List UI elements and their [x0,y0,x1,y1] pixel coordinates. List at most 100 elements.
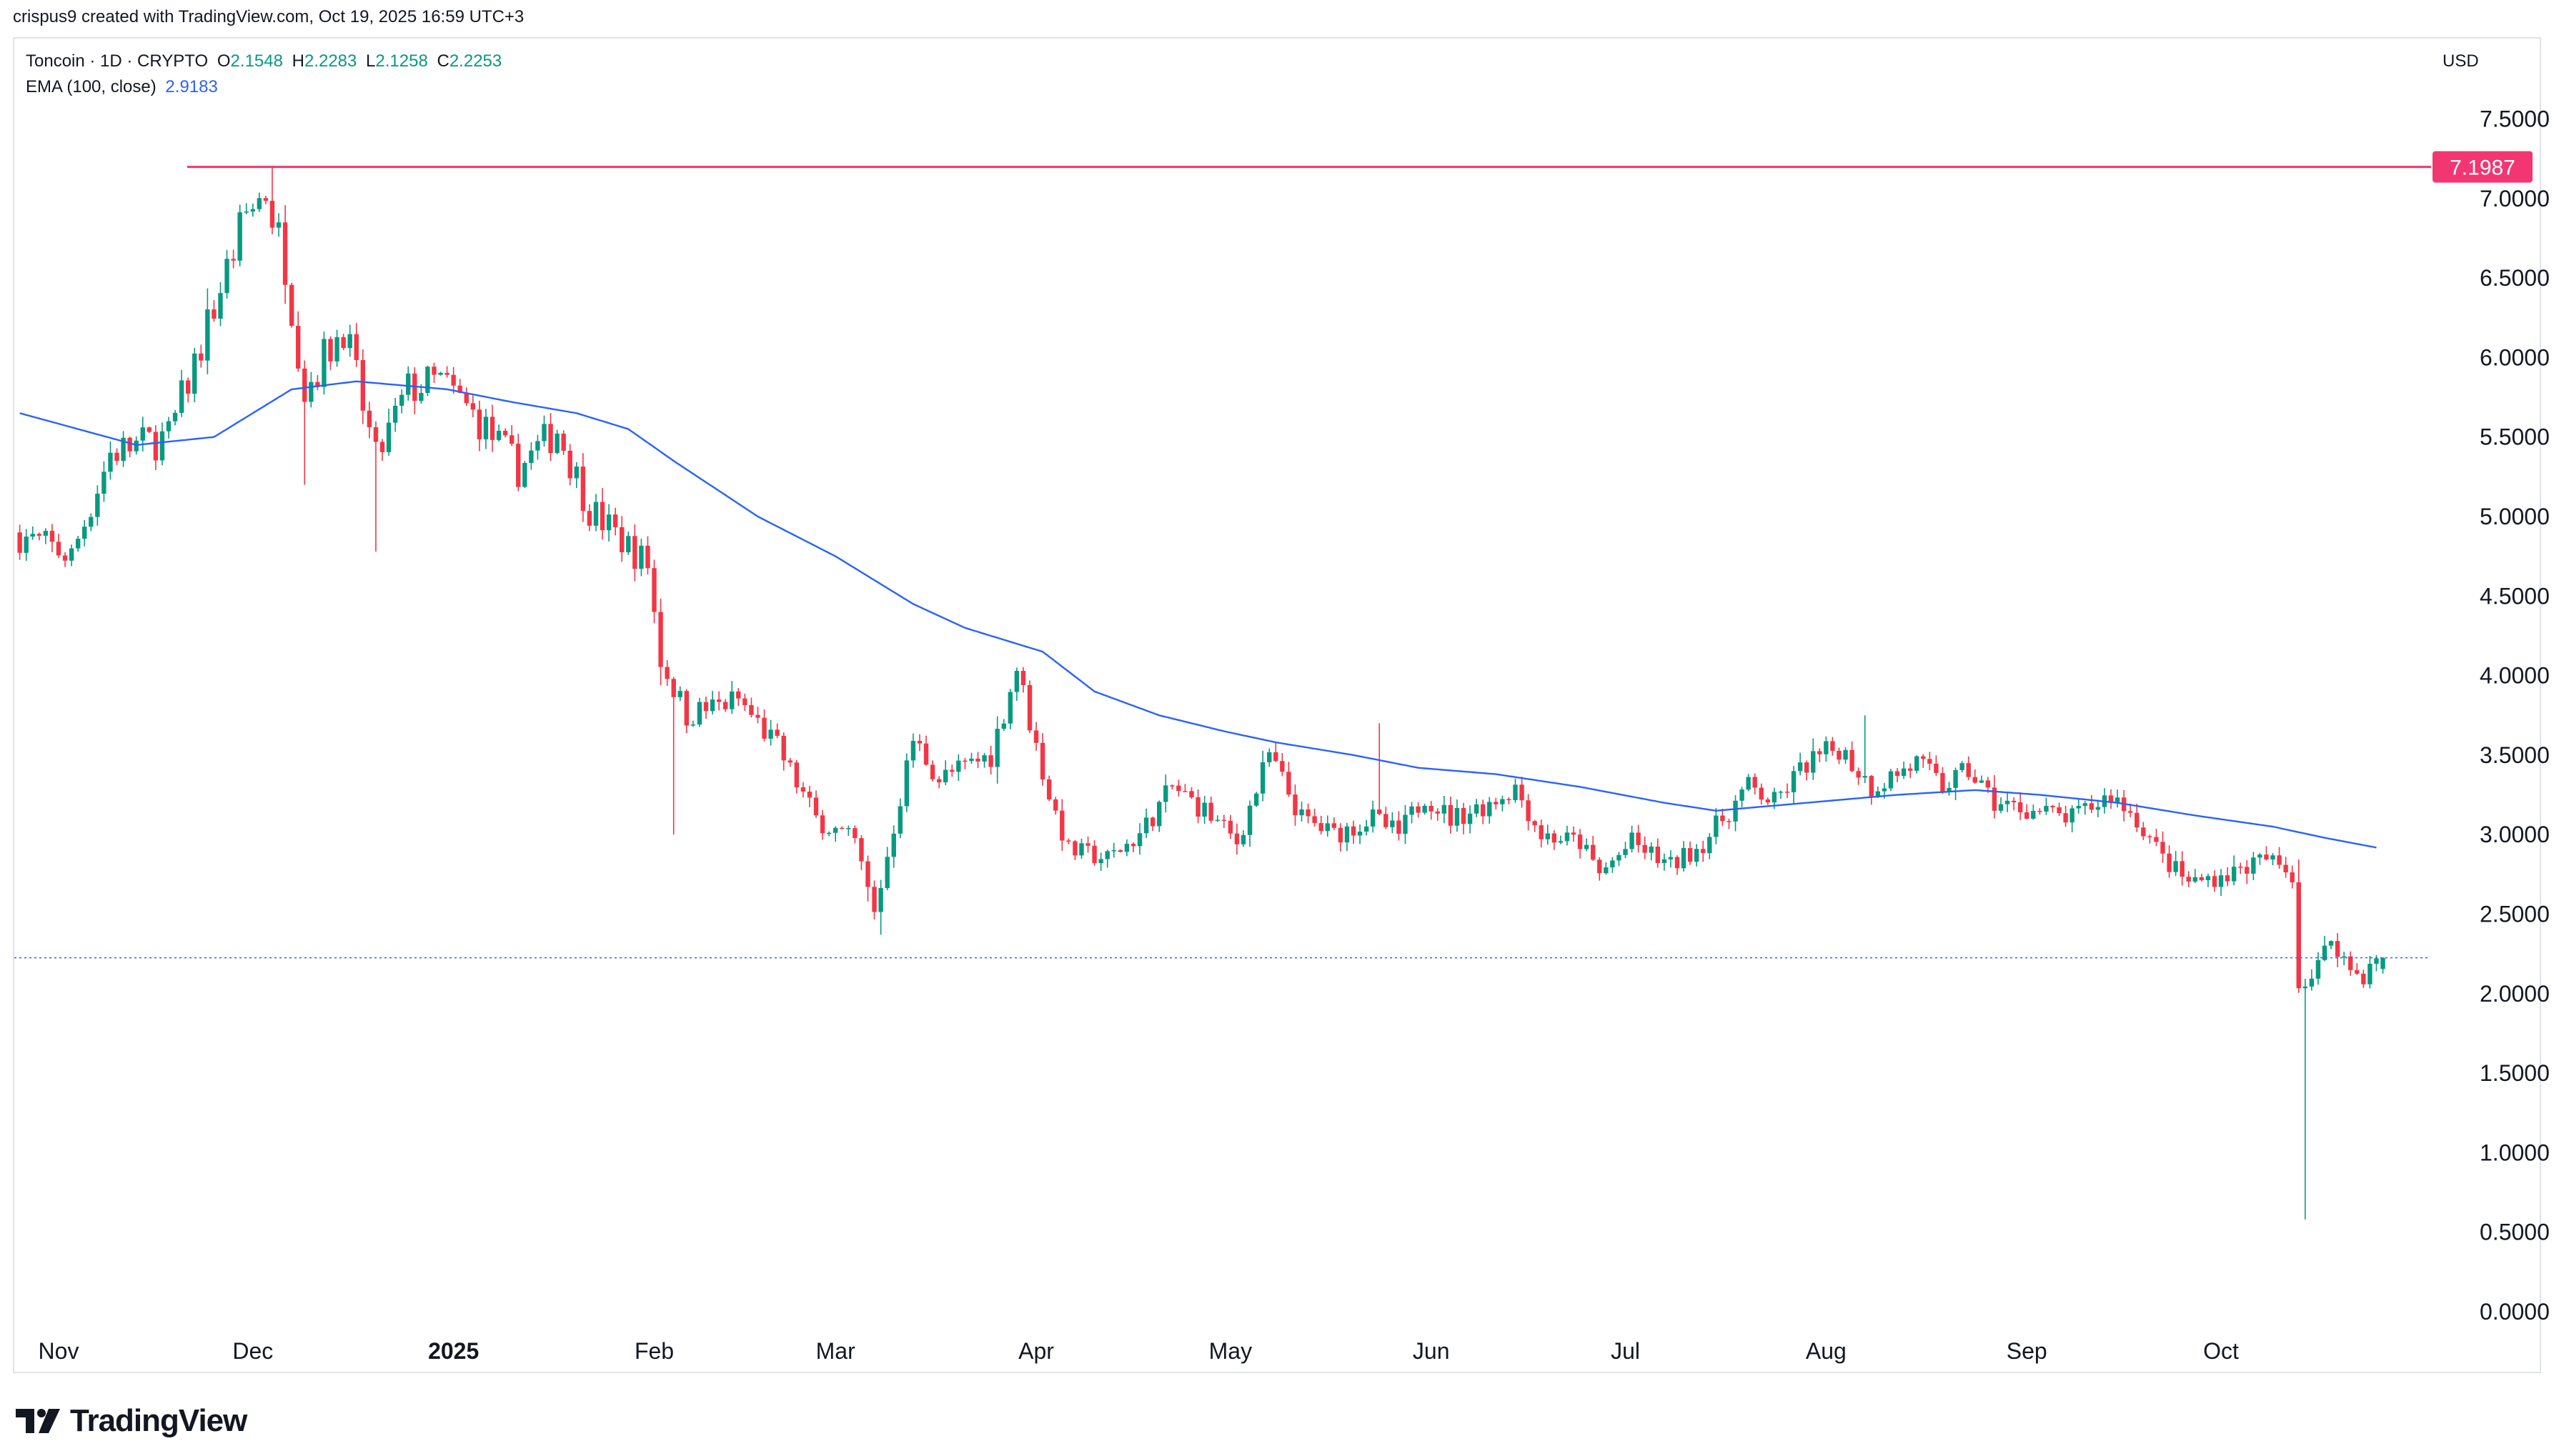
candle[interactable] [1494,797,1499,809]
candle[interactable] [1396,811,1401,841]
candle[interactable] [121,431,126,467]
candle[interactable] [354,323,359,367]
candle[interactable] [1338,823,1343,852]
candle[interactable] [684,689,690,734]
candle[interactable] [2309,969,2315,991]
candle[interactable] [2128,803,2133,817]
candle[interactable] [334,329,339,367]
ema-line[interactable] [19,380,2377,849]
candle[interactable] [1921,754,1926,768]
candle[interactable] [1791,766,1797,804]
candle[interactable] [2186,871,2191,888]
candle[interactable] [373,421,379,552]
candle[interactable] [276,213,282,237]
candle[interactable] [309,372,314,408]
candle[interactable] [438,372,443,376]
candle[interactable] [1189,787,1194,799]
candle[interactable] [1060,799,1065,851]
candle[interactable] [1947,782,1952,796]
candle[interactable] [1079,838,1084,859]
candle[interactable] [341,334,346,351]
candle[interactable] [1655,838,1661,868]
candle[interactable] [1260,750,1266,802]
candle[interactable] [1422,803,1427,815]
candle[interactable] [1765,797,1771,805]
candle[interactable] [730,681,735,714]
candle[interactable] [522,461,527,489]
candle[interactable] [593,494,599,532]
candle[interactable] [988,745,993,775]
candle[interactable] [406,366,411,401]
candle[interactable] [548,413,553,462]
candle[interactable] [1811,738,1816,780]
candle[interactable] [108,441,113,480]
candle[interactable] [1707,833,1712,859]
candle[interactable] [56,534,61,559]
candle[interactable] [840,826,845,829]
candle[interactable] [923,735,929,766]
candle[interactable] [587,504,592,532]
candle[interactable] [2218,869,2224,897]
candle[interactable] [1804,760,1809,781]
horizontal-line-layer[interactable]: 7.1987 [187,151,2533,183]
candle[interactable] [2355,963,2360,975]
candle[interactable] [2335,932,2340,967]
candle[interactable] [2251,852,2256,881]
candle[interactable] [2283,857,2288,878]
candle[interactable] [645,536,650,575]
candle[interactable] [612,507,618,536]
candle[interactable] [1674,855,1680,875]
candle[interactable] [1053,797,1058,815]
candle[interactable] [2225,867,2230,887]
candle[interactable] [1351,820,1356,844]
candle[interactable] [1092,840,1097,866]
candle[interactable] [1649,842,1654,861]
candle[interactable] [1098,852,1103,871]
candle[interactable] [2290,865,2295,889]
candle[interactable] [1545,824,1550,845]
candle[interactable] [1953,767,1958,800]
candle[interactable] [652,559,657,624]
candle[interactable] [172,409,178,426]
candle[interactable] [490,404,495,452]
candle[interactable] [82,519,87,547]
candle[interactable] [1111,842,1116,858]
candle[interactable] [787,757,792,767]
candle[interactable] [969,752,974,764]
candle[interactable] [975,752,980,769]
candle[interactable] [199,344,204,368]
candle[interactable] [432,362,437,383]
candle[interactable] [1526,794,1531,831]
candle[interactable] [75,536,81,552]
candle[interactable] [347,324,352,357]
candle[interactable] [36,532,42,541]
candle[interactable] [1273,742,1278,762]
candle[interactable] [2277,847,2282,869]
candle[interactable] [1687,841,1693,865]
candle[interactable] [1118,849,1123,853]
candle[interactable] [1597,857,1602,881]
candle[interactable] [1972,769,1977,784]
candle[interactable] [1824,736,1829,762]
candle[interactable] [665,660,670,687]
candle[interactable] [146,427,152,434]
candle[interactable] [1105,849,1110,868]
candle[interactable] [1163,774,1168,813]
candle[interactable] [1027,680,1033,734]
candle[interactable] [1934,755,1939,776]
candle[interactable] [1726,818,1731,829]
currency-label[interactable]: USD [2443,51,2479,71]
candle[interactable] [17,524,22,560]
candle[interactable] [2069,805,2074,832]
candle[interactable] [2076,798,2081,814]
candle[interactable] [444,366,449,378]
candle[interactable] [367,402,372,439]
candle[interactable] [2095,799,2101,817]
candlestick-series[interactable] [17,166,2385,1220]
candle[interactable] [833,826,838,842]
candle[interactable] [2037,808,2042,815]
candle[interactable] [2031,804,2036,820]
candle[interactable] [606,504,612,542]
candle[interactable] [620,516,625,562]
candle[interactable] [1040,733,1045,786]
